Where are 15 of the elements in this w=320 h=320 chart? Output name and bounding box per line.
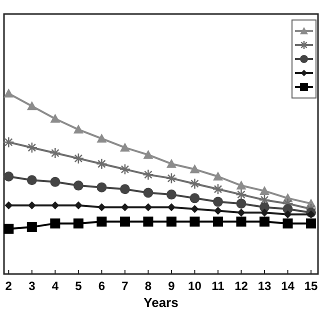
x-tick-label: 15 [304,279,318,293]
x-tick-label: 3 [28,279,36,293]
x-tick-label: 2 [5,279,12,293]
x-tick-label: 9 [168,279,176,293]
x-tick-label: 14 [281,279,295,293]
x-tick-label: 7 [122,279,129,293]
x-tick-label: 11 [212,279,225,293]
x-tick-label: 6 [98,279,106,293]
x-tick-label: 5 [75,279,82,293]
x-tick-label: 8 [144,279,152,293]
x-tick-label: 10 [188,279,202,293]
x-tick-label: 12 [234,279,248,293]
x-tick-label: 4 [52,279,59,293]
x-axis-title: Years [144,295,178,310]
x-tick-label: 13 [258,279,272,293]
